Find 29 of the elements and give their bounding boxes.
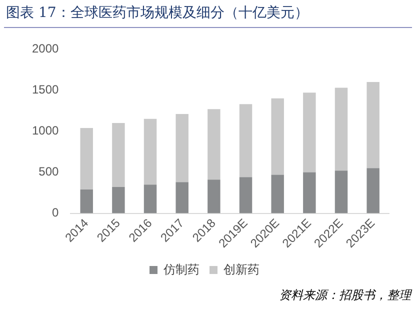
bar [271,174,284,214]
bar [144,184,157,214]
bar [334,88,348,171]
bar [239,177,252,214]
bar [144,118,157,185]
bar [239,104,252,178]
y-tick-label: 1000 [32,124,60,138]
y-tick-label: 0 [52,206,60,220]
legend-label: 创新药 [224,262,260,276]
bar [303,92,316,172]
y-tick-label: 1500 [32,82,60,97]
y-tick-label: 500 [38,164,60,179]
bar [334,170,348,214]
bar [366,82,380,168]
bar [208,180,220,214]
bar [271,98,284,175]
bar [80,189,93,214]
bar [80,128,93,190]
bar [208,109,220,180]
bar [176,182,188,214]
legend-label: 仿制药 [162,262,200,276]
bar [366,168,380,214]
y-tick-label: 2000 [32,42,60,56]
text: 资料来源：招股书，整理 [278,287,411,304]
bar [176,114,188,182]
bar [112,187,125,214]
bar [303,172,316,214]
chart-title: 图表 17：全球医药市场规模及细分（十亿美元） [6,4,310,22]
bar [112,123,125,188]
